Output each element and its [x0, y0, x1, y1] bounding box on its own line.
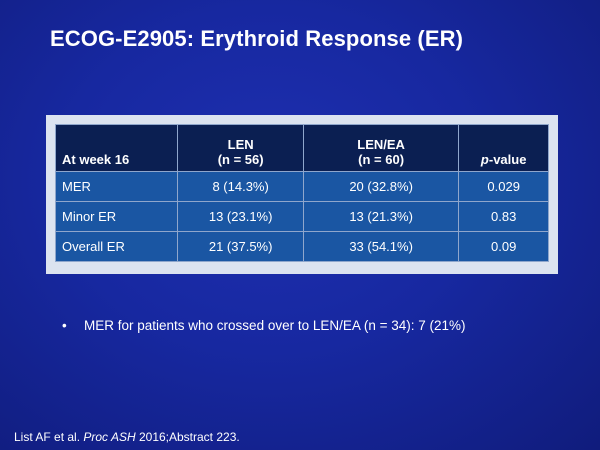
table-row: MER 8 (14.3%) 20 (32.8%) 0.029: [54, 171, 549, 202]
cell-pvalue: 0.83: [458, 201, 549, 232]
table-row: Minor ER 13 (23.1%) 13 (21.3%) 0.83: [54, 201, 549, 232]
citation-journal: Proc ASH: [83, 430, 136, 444]
header-lenea-label: LEN/EA: [357, 137, 405, 152]
slide-title: ECOG-E2905: Erythroid Response (ER): [50, 26, 464, 51]
results-table-frame: At week 16 LEN (n = 56) LEN/EA (n = 60) …: [46, 115, 558, 274]
bullet-text: MER for patients who crossed over to LEN…: [84, 318, 466, 333]
header-lenea: LEN/EA (n = 60): [302, 124, 460, 172]
table-header-row: At week 16 LEN (n = 56) LEN/EA (n = 60) …: [54, 124, 549, 172]
cell-lenea: 13 (21.3%): [302, 201, 460, 232]
cell-len: 21 (37.5%): [177, 231, 304, 262]
header-pvalue-rest: -value: [488, 152, 527, 167]
bullet-point: • MER for patients who crossed over to LE…: [62, 318, 466, 333]
header-len-n: (n = 56): [217, 152, 264, 167]
row-label: MER: [54, 171, 179, 202]
citation-details: 2016;Abstract 223.: [138, 430, 240, 444]
cell-pvalue: 0.029: [458, 171, 549, 202]
citation-authors: List AF et al.: [14, 430, 81, 444]
header-timepoint: At week 16: [54, 124, 179, 172]
header-lenea-n: (n = 60): [358, 152, 405, 167]
results-table: At week 16 LEN (n = 56) LEN/EA (n = 60) …: [54, 124, 549, 262]
header-len: LEN (n = 56): [177, 124, 304, 172]
header-pvalue-p: p: [480, 152, 489, 167]
cell-len: 8 (14.3%): [177, 171, 304, 202]
cell-lenea: 20 (32.8%): [302, 171, 460, 202]
header-len-label: LEN: [227, 137, 254, 152]
citation-footer: List AF et al. Proc ASH 2016;Abstract 22…: [14, 430, 240, 444]
row-label: Overall ER: [54, 231, 179, 262]
table-row: Overall ER 21 (37.5%) 33 (54.1%) 0.09: [54, 231, 549, 262]
cell-len: 13 (23.1%): [177, 201, 304, 232]
bullet-marker: •: [62, 318, 67, 333]
header-pvalue: p-value: [458, 124, 549, 172]
row-label: Minor ER: [54, 201, 179, 232]
cell-pvalue: 0.09: [458, 231, 549, 262]
cell-lenea: 33 (54.1%): [302, 231, 460, 262]
